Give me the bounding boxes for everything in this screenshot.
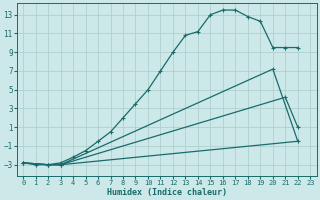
X-axis label: Humidex (Indice chaleur): Humidex (Indice chaleur): [107, 188, 227, 197]
